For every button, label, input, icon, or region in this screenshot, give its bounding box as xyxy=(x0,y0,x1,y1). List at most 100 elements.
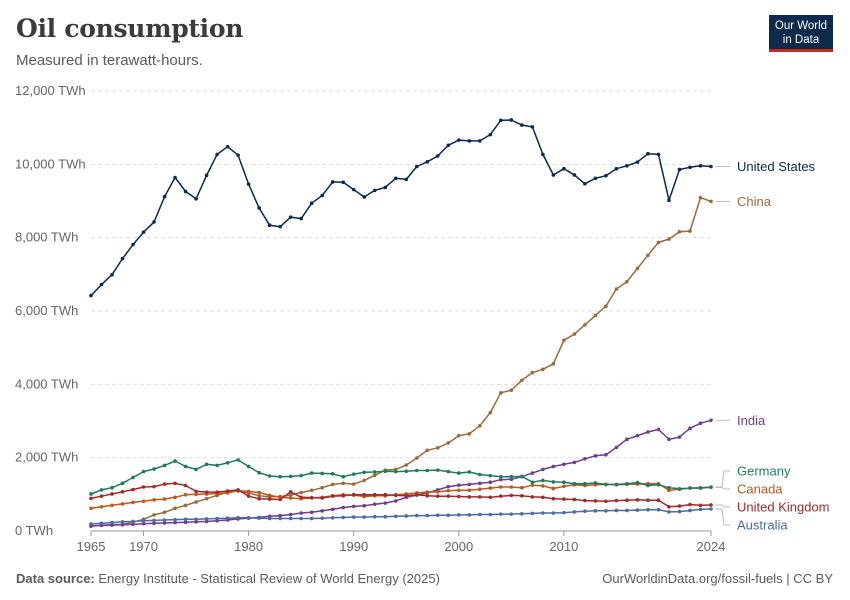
data-point[interactable] xyxy=(257,494,261,498)
data-point[interactable] xyxy=(446,143,451,148)
data-point[interactable] xyxy=(530,483,535,487)
series-end-label[interactable]: United Kingdom xyxy=(737,500,830,515)
data-point[interactable] xyxy=(215,516,219,521)
data-point[interactable] xyxy=(236,458,240,462)
data-point[interactable] xyxy=(110,523,114,527)
data-point[interactable] xyxy=(488,410,493,415)
data-point[interactable] xyxy=(194,517,198,522)
data-point[interactable] xyxy=(593,481,598,485)
data-point[interactable] xyxy=(183,503,188,508)
data-point[interactable] xyxy=(351,504,356,509)
data-point[interactable] xyxy=(162,194,167,199)
data-point[interactable] xyxy=(530,495,535,499)
data-point[interactable] xyxy=(541,495,545,500)
data-point[interactable] xyxy=(299,490,303,495)
data-point[interactable] xyxy=(435,154,440,158)
data-point[interactable] xyxy=(425,490,430,494)
data-point[interactable] xyxy=(309,516,314,521)
data-point[interactable] xyxy=(625,498,629,503)
data-point[interactable] xyxy=(141,499,146,504)
data-point[interactable] xyxy=(551,496,556,501)
data-point[interactable] xyxy=(257,496,261,501)
data-point[interactable] xyxy=(204,462,209,467)
data-point[interactable] xyxy=(246,494,251,498)
data-point[interactable] xyxy=(551,362,556,366)
data-point[interactable] xyxy=(99,282,104,287)
data-point[interactable] xyxy=(131,519,135,524)
data-point[interactable] xyxy=(625,279,629,284)
data-point[interactable] xyxy=(414,468,419,473)
data-point[interactable] xyxy=(383,185,388,190)
data-point[interactable] xyxy=(698,195,703,200)
data-point[interactable] xyxy=(162,518,167,522)
data-point[interactable] xyxy=(646,151,650,156)
data-point[interactable] xyxy=(309,471,314,475)
data-point[interactable] xyxy=(246,516,251,520)
data-point[interactable] xyxy=(341,515,346,520)
data-point[interactable] xyxy=(362,478,367,483)
data-point[interactable] xyxy=(393,514,398,519)
data-point[interactable] xyxy=(330,494,335,498)
data-point[interactable] xyxy=(509,388,514,393)
data-point[interactable] xyxy=(194,500,198,504)
data-point[interactable] xyxy=(267,474,272,478)
data-point[interactable] xyxy=(330,507,335,512)
data-point[interactable] xyxy=(635,498,640,502)
data-point[interactable] xyxy=(309,495,314,500)
data-point[interactable] xyxy=(530,125,535,129)
data-point[interactable] xyxy=(499,118,503,123)
data-point[interactable] xyxy=(698,421,703,426)
data-point[interactable] xyxy=(456,488,461,493)
data-point[interactable] xyxy=(330,472,335,476)
data-point[interactable] xyxy=(110,520,114,525)
data-point[interactable] xyxy=(383,469,388,474)
data-point[interactable] xyxy=(583,323,587,327)
data-point[interactable] xyxy=(583,498,587,503)
data-point[interactable] xyxy=(646,483,650,488)
data-point[interactable] xyxy=(131,475,135,480)
data-point[interactable] xyxy=(162,497,167,501)
data-point[interactable] xyxy=(362,503,367,508)
data-point[interactable] xyxy=(183,517,188,522)
data-point[interactable] xyxy=(120,256,125,261)
data-point[interactable] xyxy=(351,515,356,519)
data-point[interactable] xyxy=(414,456,419,460)
data-point[interactable] xyxy=(299,495,303,500)
data-point[interactable] xyxy=(341,180,346,185)
data-point[interactable] xyxy=(362,195,367,199)
data-point[interactable] xyxy=(89,506,93,511)
data-point[interactable] xyxy=(183,492,188,497)
data-point[interactable] xyxy=(278,513,282,518)
data-point[interactable] xyxy=(404,177,409,182)
series-end-label[interactable]: China xyxy=(737,194,772,209)
data-point[interactable] xyxy=(583,481,587,486)
data-point[interactable] xyxy=(562,497,566,501)
data-point[interactable] xyxy=(635,160,640,164)
data-point[interactable] xyxy=(110,492,114,496)
data-point[interactable] xyxy=(604,173,608,178)
data-point[interactable] xyxy=(173,481,177,486)
data-point[interactable] xyxy=(246,182,251,186)
data-point[interactable] xyxy=(572,497,577,502)
data-point[interactable] xyxy=(341,481,346,486)
data-point[interactable] xyxy=(551,511,556,515)
data-point[interactable] xyxy=(372,514,377,519)
data-point[interactable] xyxy=(89,522,93,526)
data-point[interactable] xyxy=(173,506,177,511)
data-point[interactable] xyxy=(688,502,692,507)
data-point[interactable] xyxy=(351,482,356,486)
data-point[interactable] xyxy=(614,498,619,503)
data-point[interactable] xyxy=(562,462,566,467)
data-point[interactable] xyxy=(698,486,703,490)
data-point[interactable] xyxy=(604,499,608,504)
source-text[interactable]: Energy Institute - Statistical Review of… xyxy=(98,571,440,586)
data-point[interactable] xyxy=(309,488,314,493)
data-point[interactable] xyxy=(425,494,430,498)
data-point[interactable] xyxy=(583,456,587,461)
data-point[interactable] xyxy=(551,480,556,484)
data-point[interactable] xyxy=(572,332,577,336)
data-point[interactable] xyxy=(267,516,272,521)
data-point[interactable] xyxy=(215,152,219,157)
data-point[interactable] xyxy=(520,378,524,383)
data-point[interactable] xyxy=(656,498,661,503)
